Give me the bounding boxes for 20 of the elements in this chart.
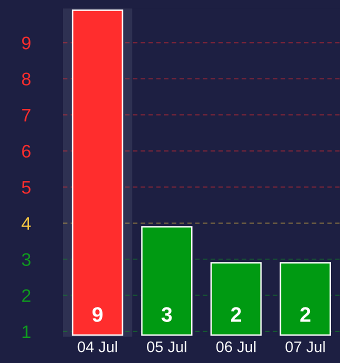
data-label: 2 [231, 307, 242, 322]
bar [280, 262, 331, 336]
data-label: 9 [92, 307, 103, 322]
bar [210, 262, 262, 336]
y-tick-label: 9 [22, 36, 30, 50]
x-tick-label: 07 Jul [286, 341, 325, 352]
y-tick-label: 2 [22, 289, 30, 302]
y-tick-label: 8 [22, 72, 30, 86]
x-tick-label: 04 Jul [78, 341, 117, 352]
data-label: 2 [300, 307, 310, 322]
y-tick-label: 4 [22, 217, 31, 230]
bar [141, 226, 192, 336]
data-label: 3 [162, 307, 172, 322]
x-tick-label: 06 Jul [216, 341, 256, 352]
y-tick-label: 5 [22, 181, 31, 194]
y-tick-label: 3 [22, 253, 30, 266]
y-tick-label: 6 [22, 144, 30, 158]
y-tick-label: 7 [22, 108, 30, 122]
y-tick-label: 1 [22, 326, 30, 338]
x-tick-label: 05 Jul [147, 341, 186, 352]
